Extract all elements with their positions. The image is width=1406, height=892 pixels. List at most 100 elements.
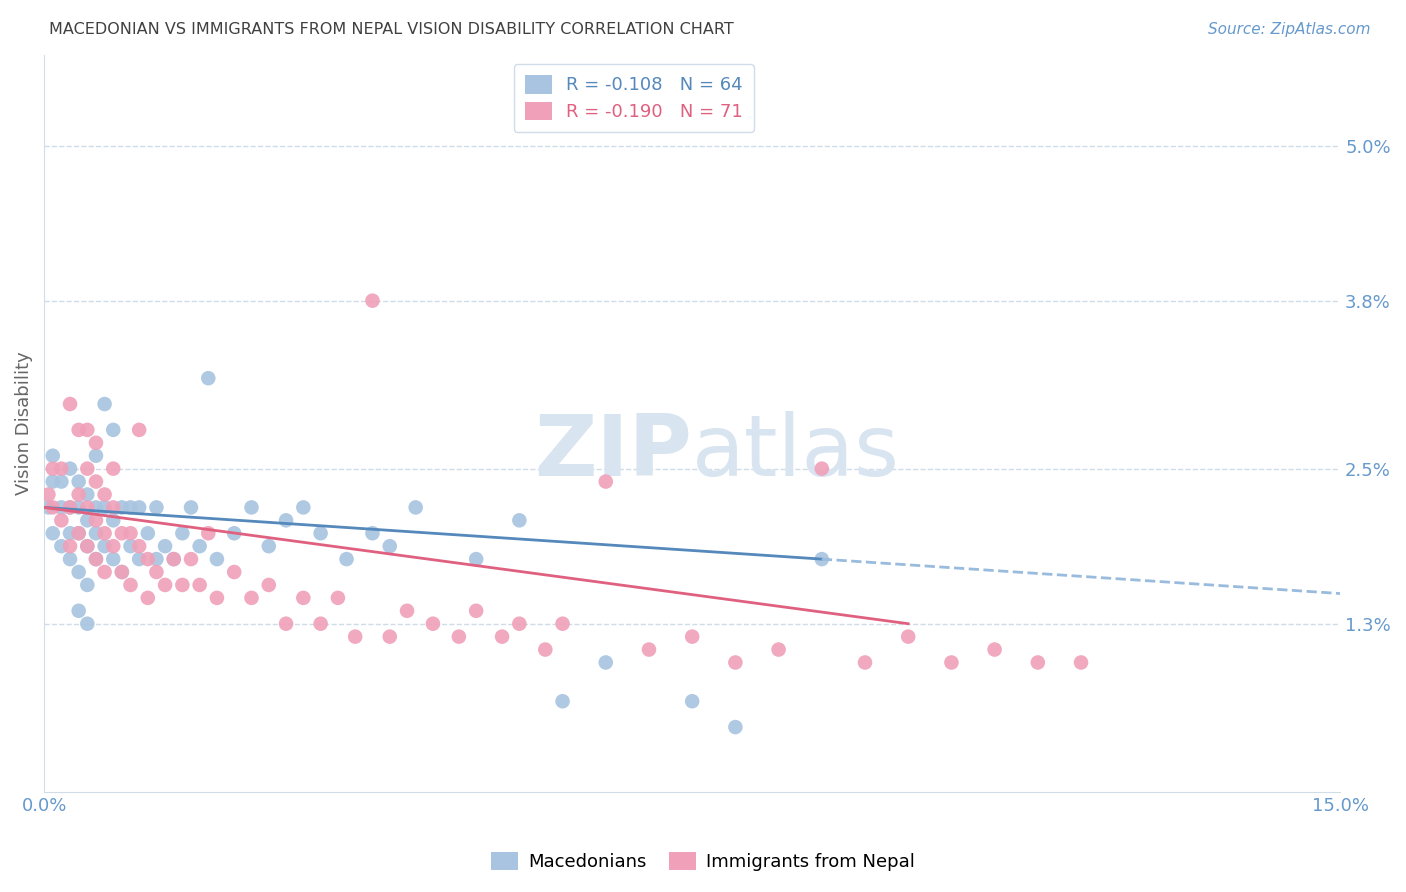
Point [67, 487, 90, 501]
Point [59, 500, 82, 515]
Point [153, 578, 176, 592]
Point [197, 371, 219, 385]
Point [128, 539, 150, 553]
Point [163, 552, 186, 566]
Point [76, 616, 98, 631]
Point [395, 604, 418, 618]
Point [810, 552, 832, 566]
Point [309, 526, 332, 541]
Point [76, 487, 98, 501]
Point [59, 461, 82, 475]
Point [853, 656, 876, 670]
Point [595, 475, 617, 489]
Point [465, 552, 488, 566]
Point [59, 539, 82, 553]
Text: Source: ZipAtlas.com: Source: ZipAtlas.com [1208, 22, 1371, 37]
Point [153, 539, 176, 553]
Point [76, 500, 98, 515]
Point [361, 526, 384, 541]
Point [257, 578, 280, 592]
Point [240, 500, 263, 515]
Point [897, 630, 920, 644]
Point [84, 500, 107, 515]
Point [67, 604, 90, 618]
Point [1070, 656, 1092, 670]
Point [67, 526, 90, 541]
Point [361, 293, 384, 308]
Point [638, 642, 661, 657]
Point [93, 539, 115, 553]
Point [37, 500, 59, 515]
Point [378, 539, 401, 553]
Point [120, 539, 142, 553]
Point [42, 475, 65, 489]
Point [76, 461, 98, 475]
Point [59, 552, 82, 566]
Point [145, 552, 167, 566]
Point [76, 423, 98, 437]
Point [136, 526, 159, 541]
Point [768, 642, 790, 657]
Point [103, 539, 125, 553]
Point [197, 526, 219, 541]
Point [224, 526, 246, 541]
Point [67, 475, 90, 489]
Point [145, 500, 167, 515]
Point [103, 423, 125, 437]
Point [51, 475, 73, 489]
Point [941, 656, 963, 670]
Point [93, 565, 115, 579]
Point [378, 630, 401, 644]
Point [172, 526, 194, 541]
Point [93, 526, 115, 541]
Point [810, 461, 832, 475]
Point [76, 578, 98, 592]
Point [534, 642, 557, 657]
Point [309, 616, 332, 631]
Point [508, 513, 530, 527]
Point [205, 591, 228, 605]
Point [681, 630, 703, 644]
Point [93, 397, 115, 411]
Point [111, 565, 134, 579]
Point [103, 513, 125, 527]
Point [67, 565, 90, 579]
Text: MACEDONIAN VS IMMIGRANTS FROM NEPAL VISION DISABILITY CORRELATION CHART: MACEDONIAN VS IMMIGRANTS FROM NEPAL VISI… [49, 22, 734, 37]
Point [51, 461, 73, 475]
Point [551, 694, 574, 708]
Point [59, 500, 82, 515]
Point [84, 526, 107, 541]
Point [84, 475, 107, 489]
Point [37, 487, 59, 501]
Point [51, 513, 73, 527]
Point [93, 500, 115, 515]
Point [326, 591, 349, 605]
Point [111, 565, 134, 579]
Point [465, 604, 488, 618]
Point [128, 552, 150, 566]
Point [59, 397, 82, 411]
Point [84, 513, 107, 527]
Point [67, 526, 90, 541]
Point [724, 720, 747, 734]
Point [274, 616, 297, 631]
Point [42, 500, 65, 515]
Point [84, 435, 107, 450]
Point [128, 500, 150, 515]
Point [595, 656, 617, 670]
Point [103, 461, 125, 475]
Point [205, 552, 228, 566]
Point [405, 500, 427, 515]
Point [84, 552, 107, 566]
Point [447, 630, 470, 644]
Point [292, 500, 315, 515]
Point [67, 423, 90, 437]
Point [172, 578, 194, 592]
Point [84, 449, 107, 463]
Legend: R = -0.108   N = 64, R = -0.190   N = 71: R = -0.108 N = 64, R = -0.190 N = 71 [513, 64, 754, 132]
Point [76, 513, 98, 527]
Point [180, 552, 202, 566]
Point [491, 630, 513, 644]
Point [111, 500, 134, 515]
Point [508, 616, 530, 631]
